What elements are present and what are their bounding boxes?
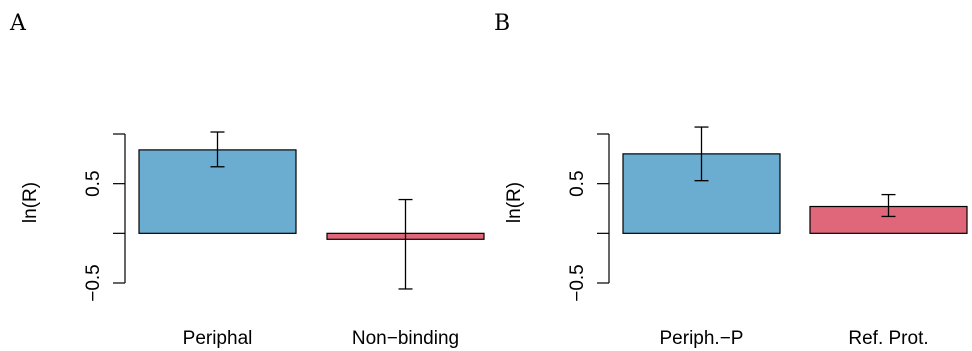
category-label: Periph.−P xyxy=(660,328,744,349)
category-label: Periphal xyxy=(183,328,253,349)
y-tick-label: 0.5 xyxy=(567,170,588,196)
y-tick-label: 0.5 xyxy=(83,170,104,196)
y-tick-label: −0.5 xyxy=(83,264,104,302)
y-tick-label: −0.5 xyxy=(567,264,588,302)
panel-letter: B xyxy=(494,11,510,36)
y-axis-title: ln(R) xyxy=(20,182,41,223)
chart-panel-a: A −0.5 0.5 ln(R) Periphal Non−binding xyxy=(9,11,485,349)
panel-letter: A xyxy=(9,11,27,36)
category-label: Non−binding xyxy=(352,328,459,349)
category-label: Ref. Prot. xyxy=(848,328,928,349)
y-axis-title: ln(R) xyxy=(504,182,525,223)
chart-panel-b: B −0.5 0.5 ln(R) Periph.−P Ref. Prot. xyxy=(494,11,968,349)
